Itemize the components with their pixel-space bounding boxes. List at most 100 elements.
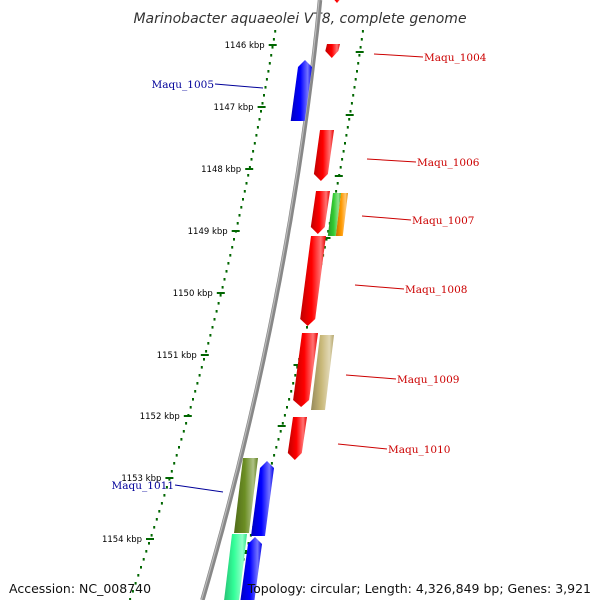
- scale-ring-inner-dot: [252, 150, 255, 153]
- gene-block-maqu-1007: [310, 191, 330, 234]
- scale-ring-outer-dot: [323, 246, 326, 249]
- scale-ring-inner-dot: [142, 558, 145, 561]
- scale-ring-outer-dot: [288, 398, 291, 401]
- gene-block-khaki: [311, 335, 334, 410]
- gene-block-maqu-1008: [300, 236, 326, 326]
- scale-ring-inner-dot: [238, 214, 241, 217]
- scale-ring-inner-dot: [192, 398, 194, 401]
- scale-ring-inner-dot: [155, 518, 158, 521]
- scale-ring-outer-dot: [356, 70, 358, 73]
- scale-ring-outer-dot: [354, 78, 357, 81]
- scale-ring-outer-dot: [277, 438, 280, 441]
- scale-ring-outer-dot: [358, 54, 361, 57]
- scale-ring-inner-dot: [189, 406, 192, 409]
- scale-ring-inner-dot: [134, 582, 137, 585]
- gene-block-maqu-1005: [290, 60, 312, 121]
- gene-leader-line: [361, 215, 412, 221]
- scale-ring-outer-dot: [245, 550, 247, 553]
- scale-ring-outer-dot: [345, 134, 348, 137]
- gene-block-maqu-1009: [293, 333, 318, 407]
- gene-block-blue-lower: [251, 461, 274, 536]
- scale-label: 1148 kbp: [201, 165, 241, 175]
- gene-block-maqu-1006: [313, 130, 334, 181]
- scale-ring-inner-dot: [185, 422, 188, 425]
- scale-ring-inner-dot: [231, 246, 234, 249]
- scale-ring-inner-dot: [258, 118, 261, 121]
- scale-ring-outer-dot: [336, 182, 339, 185]
- scale-ring-outer-dot: [275, 446, 278, 449]
- scale-ring-inner-dot: [268, 62, 271, 65]
- scale-ring-inner-dot: [255, 134, 258, 137]
- topology-text: Topology: circular; Length: 4,326,849 bp…: [247, 581, 591, 596]
- scale-ring-outer-dot: [349, 110, 352, 113]
- gene-block-aquamarine: [224, 534, 247, 600]
- gene-label-maqu-1007: Maqu_1007: [412, 215, 474, 227]
- scale-ring-inner-dot: [160, 502, 163, 505]
- scale-ring-inner-dot: [207, 342, 210, 345]
- accession-text: Accession: NC_008740: [9, 581, 152, 596]
- scale-ring-inner-dot: [240, 206, 243, 209]
- scale-ring-inner-dot: [200, 366, 203, 369]
- gene-leader-line: [366, 158, 417, 163]
- scale-ring-outer-dot: [346, 126, 349, 129]
- gene-leader-line: [345, 374, 397, 380]
- scale-ring-outer-dot: [306, 326, 308, 329]
- scale-ring-inner-dot: [209, 334, 212, 337]
- scale-ring-inner-dot: [131, 590, 134, 593]
- gene-block-maqu-1010: [287, 417, 307, 460]
- scale-ring-inner-dot: [198, 374, 201, 377]
- scale-ring-outer-dot: [249, 534, 252, 537]
- scale-ring-outer-dot: [341, 158, 344, 161]
- scale-ring-inner-dot: [211, 326, 214, 329]
- scale-ring-inner-dot: [225, 270, 228, 273]
- scale-ring-outer-dot: [352, 94, 355, 97]
- gene-label-maqu-1006: Maqu_1006: [417, 157, 480, 169]
- scale-ring-inner-dot: [163, 494, 166, 497]
- scale-ring-inner-dot: [260, 110, 262, 113]
- scale-ring-inner-dot: [271, 46, 274, 49]
- scale-ring-inner-dot: [178, 446, 180, 449]
- scale-ring-inner-dot: [182, 430, 185, 433]
- scale-ring-inner-dot: [205, 350, 208, 353]
- scale-ring-outer-dot: [283, 414, 286, 417]
- genome-backbone: [200, 0, 323, 600]
- gene-label-maqu-1008: Maqu_1008: [405, 284, 467, 296]
- scale-ring-outer-dot: [281, 422, 284, 425]
- scale-ring-inner-dot: [247, 174, 250, 177]
- gene-label-maqu-1011: Maqu_1011: [112, 480, 174, 492]
- scale-ring-outer-dot: [294, 374, 297, 377]
- scale-ring-inner-dot: [129, 598, 132, 600]
- scale-ring-inner-dot: [140, 566, 142, 569]
- scale-ring-inner-dot: [213, 318, 216, 321]
- gene-leader-line: [354, 284, 405, 290]
- scale-ring-inner-dot: [221, 286, 224, 289]
- scale-label: 1152 kbp: [140, 412, 180, 422]
- scale-ring-inner-dot: [219, 294, 222, 297]
- scale-ring-inner-dot: [253, 142, 256, 145]
- scale-ring-outer-dot: [361, 30, 364, 33]
- scale-ring-inner-dot: [270, 54, 273, 57]
- scale-ring-inner-dot: [175, 454, 178, 457]
- gene-block-green: [327, 193, 341, 236]
- scale-ring-outer-dot: [286, 406, 288, 409]
- scale-ring-inner-dot: [158, 510, 161, 513]
- scale-ring-outer-dot: [339, 166, 342, 169]
- scale-ring-inner-dot: [242, 198, 244, 201]
- scale-ring-inner-dot: [150, 534, 153, 537]
- gene-block-maqu-1011: [234, 458, 258, 533]
- scale-ring-outer-dot: [273, 454, 276, 457]
- scale-ring-inner-dot: [264, 86, 267, 89]
- scale-ring-outer-dot: [359, 46, 362, 49]
- scale-label: 1154 kbp: [102, 535, 142, 545]
- scale-ring-inner-dot: [245, 182, 248, 185]
- gene-block-orange: [335, 193, 348, 236]
- scale-ring-outer-dot: [279, 430, 282, 433]
- scale-label: 1150 kbp: [173, 289, 213, 299]
- scale-ring-inner-dot: [236, 222, 239, 225]
- gene-leader-line: [214, 83, 264, 89]
- gene-block-maqu-1004: [325, 44, 340, 58]
- scale-ring-outer-dot: [290, 390, 293, 393]
- scale-ring-outer-dot: [335, 190, 338, 193]
- scale-ring-inner-dot: [261, 102, 264, 105]
